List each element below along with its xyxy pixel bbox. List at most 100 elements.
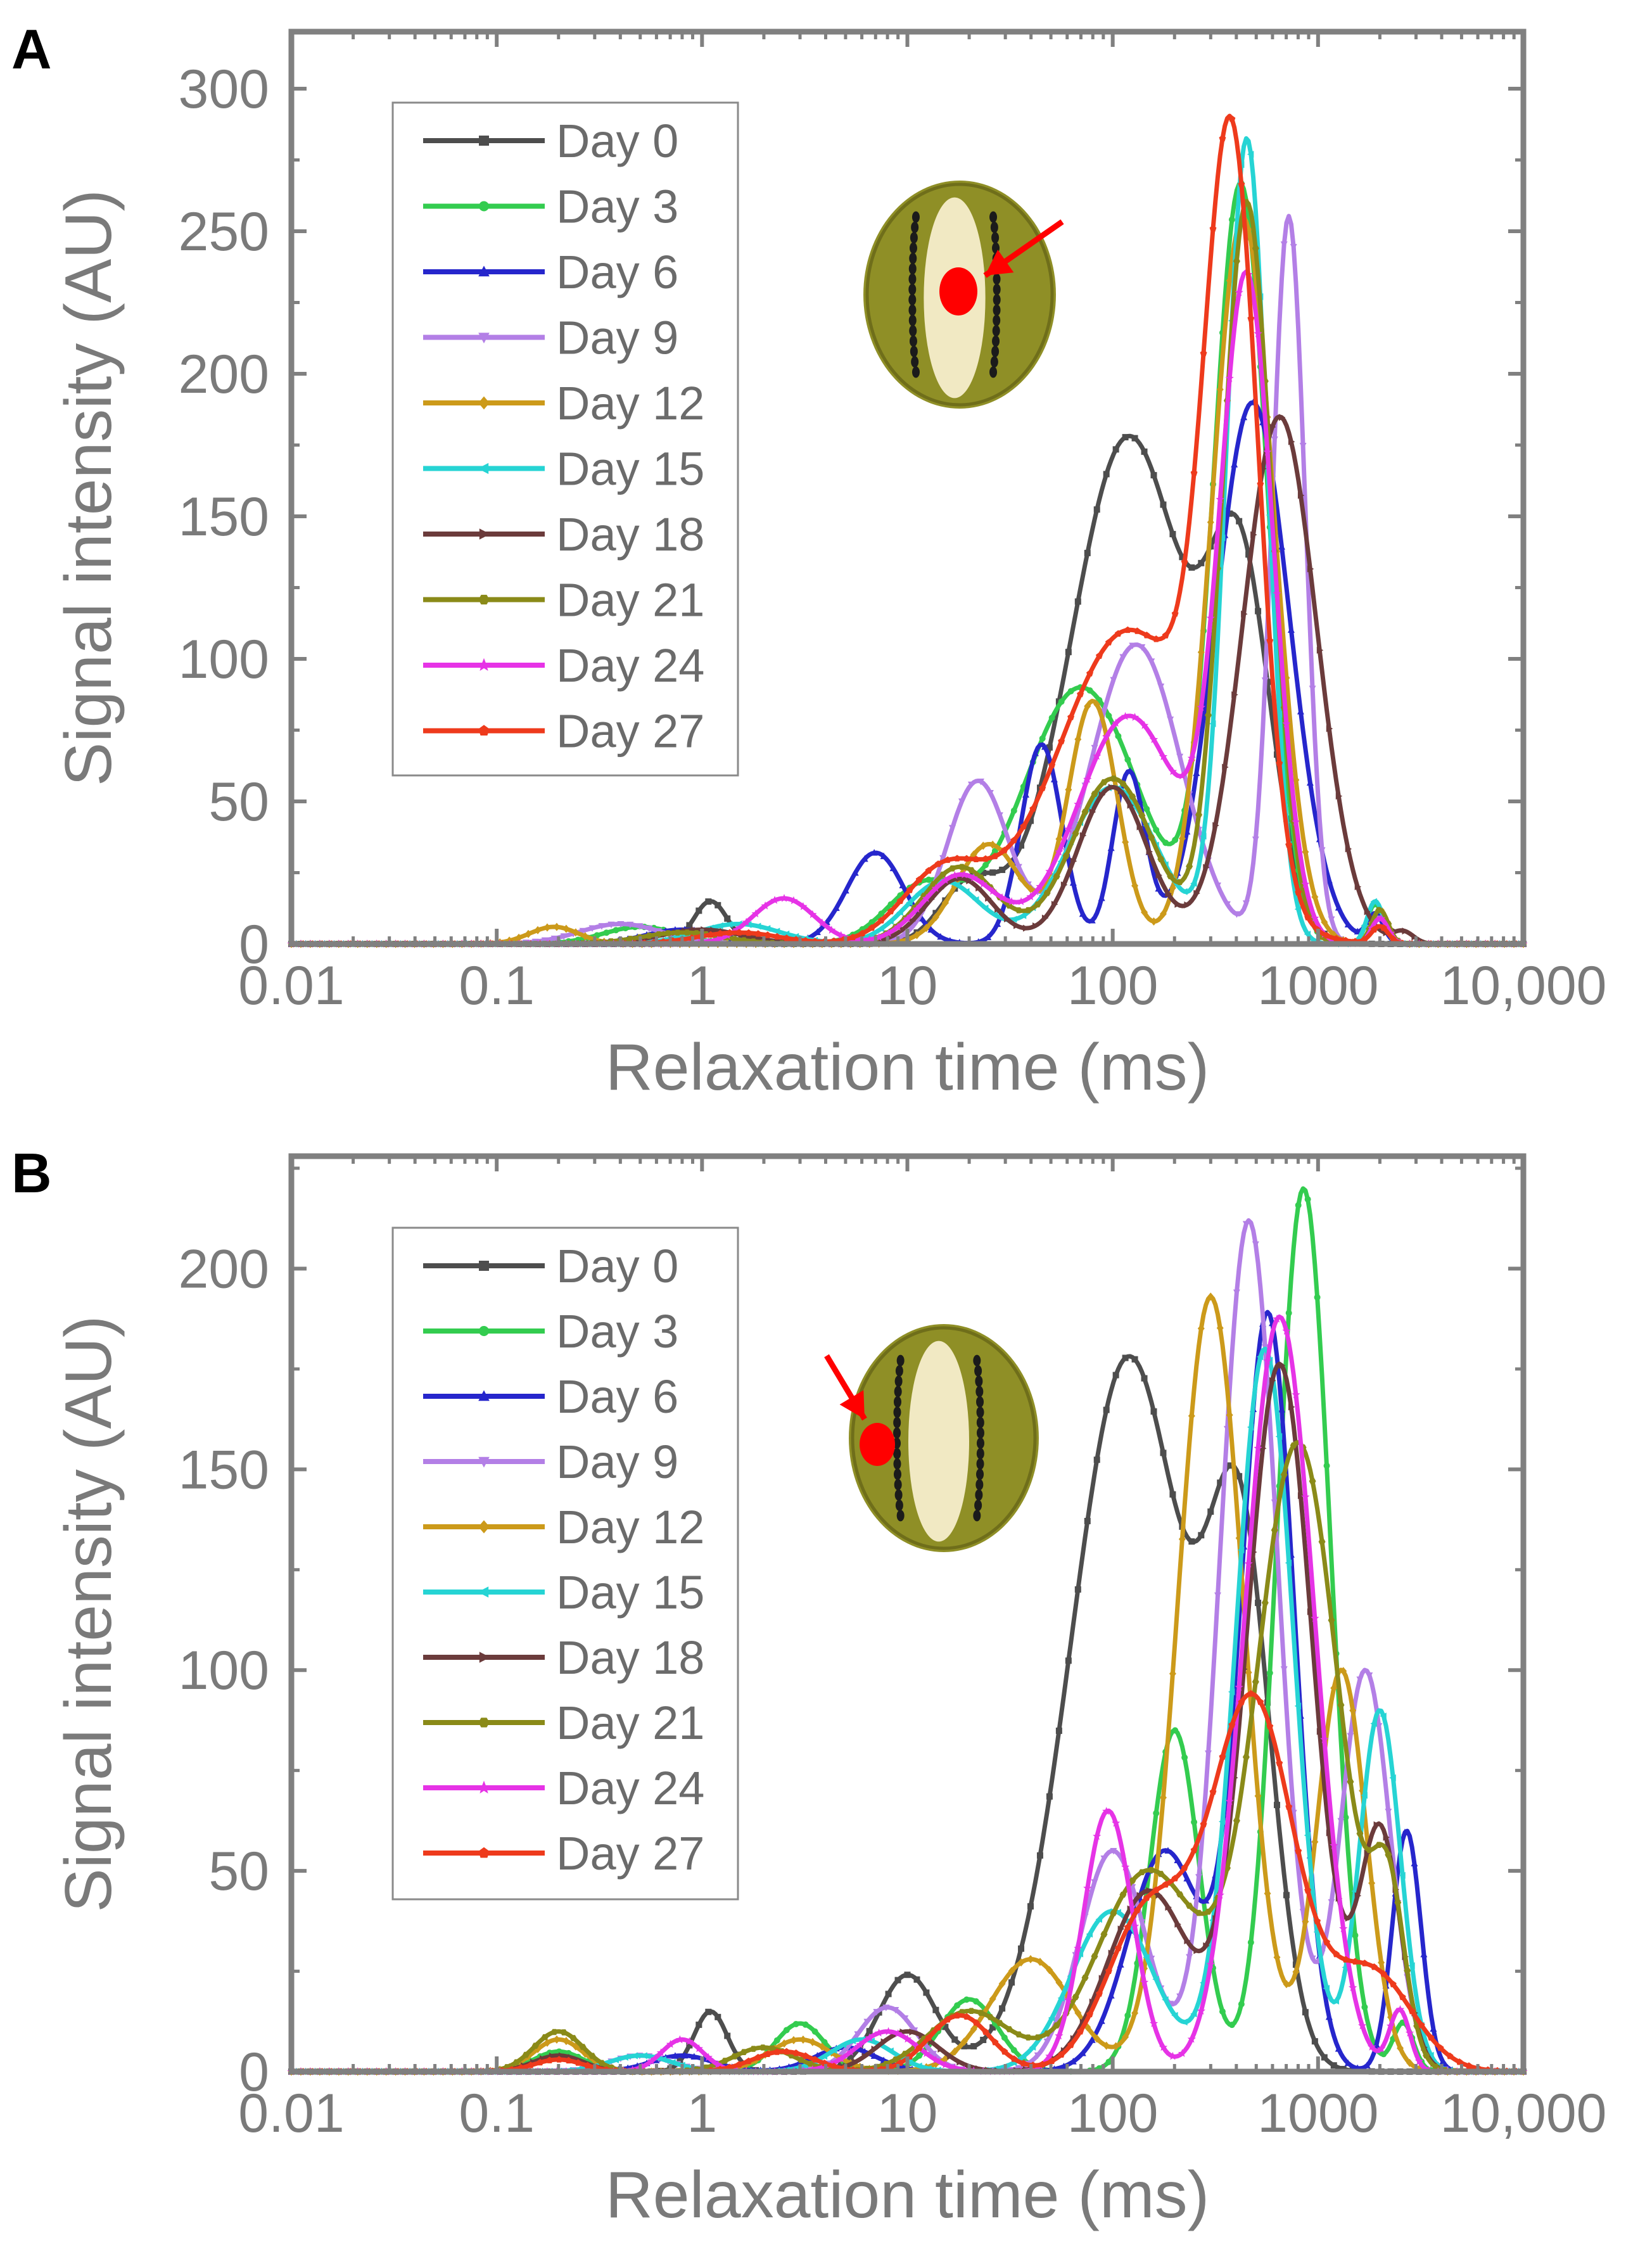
data-marker (1026, 892, 1035, 901)
data-marker (893, 922, 903, 931)
data-marker (1160, 1449, 1167, 1456)
data-marker (1181, 558, 1188, 565)
data-marker (999, 867, 1006, 874)
kiwi-seed (976, 1417, 984, 1429)
data-marker (892, 2056, 899, 2063)
data-marker (1169, 1491, 1176, 1498)
data-marker (1103, 471, 1110, 478)
data-marker (1356, 1676, 1364, 1683)
data-marker (1198, 559, 1205, 566)
data-marker (984, 933, 992, 940)
data-marker (837, 931, 846, 940)
data-marker (1335, 793, 1343, 800)
data-marker (1233, 1818, 1240, 1824)
y-axis-title: Signal intensity (AU) (52, 1315, 125, 1912)
data-marker (1330, 1684, 1338, 1693)
data-marker (1091, 744, 1098, 752)
x-tick-label: 0.1 (459, 2083, 535, 2144)
legend-label: Day 6 (556, 1370, 678, 1423)
data-marker (808, 910, 817, 919)
data-marker (1036, 1958, 1044, 1966)
data-marker (1117, 787, 1125, 795)
data-marker (1058, 737, 1065, 744)
data-marker (1155, 1891, 1162, 1899)
data-marker (1162, 1996, 1169, 2003)
data-marker (887, 917, 894, 925)
data-marker (904, 1972, 911, 1978)
data-marker (1146, 1887, 1153, 1894)
panel-b-kiwi-inset (824, 1324, 1039, 1552)
data-marker (963, 888, 970, 895)
kiwi-seed (893, 1406, 901, 1418)
data-marker (941, 876, 950, 884)
data-marker (681, 2051, 689, 2059)
data-marker (621, 2053, 628, 2061)
data-marker (909, 917, 916, 925)
data-marker (1093, 1832, 1102, 1840)
data-marker (1225, 374, 1234, 382)
data-marker (1048, 2014, 1055, 2022)
data-marker (1074, 735, 1082, 744)
data-marker (1266, 1669, 1273, 1676)
data-marker (1209, 1788, 1217, 1795)
data-marker (1138, 644, 1146, 651)
data-marker (1043, 2038, 1051, 2046)
data-marker (894, 1977, 901, 1984)
data-marker (751, 909, 760, 918)
kiwi-seed (975, 1479, 984, 1491)
data-marker (1216, 1323, 1224, 1332)
data-marker (1395, 2004, 1405, 2013)
data-marker (515, 933, 523, 942)
data-marker (1288, 438, 1295, 445)
data-marker (1186, 1902, 1193, 1909)
data-marker (901, 2015, 909, 2022)
data-marker (1074, 2008, 1082, 2017)
data-marker (1345, 845, 1352, 853)
data-marker (626, 921, 634, 929)
data-marker (1174, 1856, 1181, 1864)
data-marker (1112, 446, 1119, 453)
data-marker (1096, 1990, 1103, 1997)
data-marker (1041, 743, 1048, 750)
data-marker (1242, 1754, 1250, 1761)
data-marker (1247, 315, 1255, 322)
kiwi-seed (910, 232, 918, 244)
legend-entry: Day 27 (423, 705, 704, 758)
data-marker (1076, 1950, 1084, 1958)
data-marker (764, 2050, 772, 2058)
data-marker (724, 915, 731, 922)
data-marker (1098, 2017, 1105, 2024)
data-marker (1280, 1666, 1288, 1673)
data-marker (1067, 2041, 1075, 2048)
data-marker (1195, 1874, 1203, 1881)
data-marker (958, 798, 966, 805)
data-marker (1383, 1833, 1390, 1841)
data-marker (922, 2049, 931, 2058)
data-marker (1190, 2010, 1197, 2018)
data-marker (1418, 2021, 1425, 2029)
data-marker (906, 886, 913, 893)
data-marker (732, 925, 741, 934)
data-marker (1278, 543, 1285, 550)
data-marker (1430, 2025, 1437, 2032)
legend-marker (478, 594, 490, 605)
data-marker (1019, 2053, 1027, 2060)
kiwi-seed (909, 252, 917, 264)
data-marker (885, 1991, 892, 1997)
data-marker (986, 2014, 994, 2020)
data-marker (581, 932, 589, 941)
data-marker (1285, 841, 1293, 848)
data-marker (1228, 1721, 1236, 1728)
data-marker (806, 2060, 814, 2067)
data-marker (537, 2058, 544, 2066)
data-marker (1207, 1508, 1214, 1515)
data-marker (1235, 1683, 1243, 1691)
data-marker (1335, 903, 1342, 911)
data-marker (773, 2037, 780, 2044)
data-marker (932, 2006, 939, 2013)
data-marker (1375, 1723, 1383, 1730)
data-marker (1157, 1871, 1165, 1877)
data-marker (789, 896, 798, 905)
data-marker (1190, 1846, 1198, 1854)
